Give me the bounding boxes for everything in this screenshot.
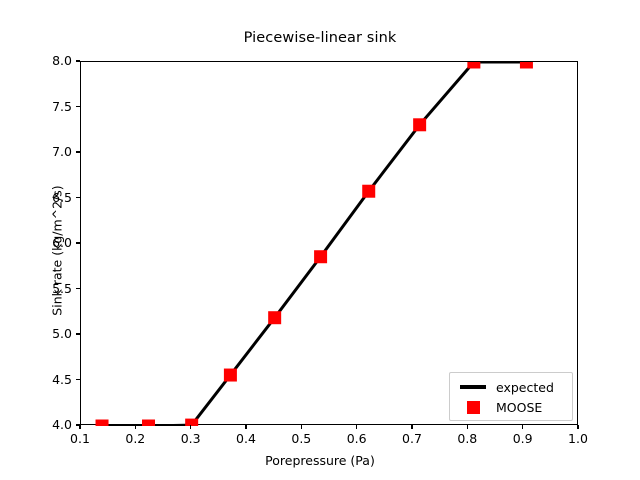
x-tick-9 [577, 425, 579, 429]
y-axis-label: Sink rate (kg/m^2/s) [49, 185, 65, 316]
x-tick-label-0: 0.1 [70, 431, 90, 446]
data-point-marker [467, 62, 481, 69]
x-tick-2 [190, 425, 192, 429]
plot-area [80, 61, 578, 426]
y-tick-7 [76, 105, 80, 108]
data-point-marker [268, 311, 282, 325]
expected-polyline [102, 62, 527, 426]
x-tick-5 [356, 425, 358, 429]
series-expected-line [102, 62, 527, 426]
y-tick-4 [76, 242, 80, 244]
y-tick-label-4: 6.0 [52, 235, 72, 250]
y-tick-label-3: 5.5 [52, 280, 72, 296]
x-tick-0 [79, 425, 81, 429]
legend-label-expected: expected [496, 379, 554, 395]
y-tick-label-6: 7.0 [52, 144, 72, 159]
x-tick-label-5: 0.6 [346, 431, 367, 446]
y-tick-label-1: 4.5 [52, 371, 72, 387]
y-tick-1 [76, 378, 80, 381]
y-tick-0 [76, 424, 80, 426]
x-tick-4 [300, 425, 302, 429]
y-tick-label-0: 4.0 [52, 417, 72, 432]
line-swatch [456, 385, 490, 389]
legend-item-expected: expected [456, 377, 566, 397]
y-tick-label-5: 6.5 [52, 189, 72, 205]
y-tick-label-7: 7.5 [52, 98, 72, 114]
data-point-marker [223, 368, 237, 382]
x-tick-label-2: 0.3 [180, 431, 201, 446]
x-tick-label-8: 0.9 [512, 431, 533, 446]
y-tick-5 [76, 196, 80, 199]
page-title: Piecewise-linear sink [243, 30, 397, 46]
x-tick-label-7: 0.8 [457, 431, 478, 446]
x-tick-1 [134, 425, 136, 429]
x-tick-7 [466, 425, 468, 429]
y-tick-label-8: 8.0 [52, 53, 72, 68]
data-point-marker [362, 184, 376, 198]
x-tick-label-1: 0.2 [125, 431, 146, 446]
legend-item-moose: MOOSE [456, 397, 566, 417]
x-tick-3 [245, 425, 247, 429]
x-tick-label-6: 0.7 [402, 431, 422, 446]
y-tick-8 [76, 60, 80, 62]
x-tick-6 [411, 425, 413, 429]
series-moose-markers [95, 62, 533, 426]
x-tick-8 [522, 425, 524, 429]
data-point-marker [519, 62, 533, 69]
data-point-marker [142, 419, 156, 426]
y-tick-label-2: 5.0 [52, 326, 72, 341]
x-axis-label: Porepressure (Pa) [265, 453, 375, 468]
chart-legend: expected MOOSE [449, 372, 573, 421]
y-tick-2 [76, 333, 80, 335]
square-swatch [456, 400, 490, 414]
x-tick-label-3: 0.4 [236, 431, 256, 446]
legend-label-moose: MOOSE [496, 399, 543, 415]
plot-canvas [95, 62, 533, 426]
data-point-marker [314, 250, 328, 264]
x-tick-label-4: 0.5 [291, 431, 312, 446]
y-tick-3 [76, 287, 80, 290]
data-point-marker [185, 418, 199, 426]
y-tick-6 [76, 151, 80, 153]
x-tick-label-9: 1.0 [568, 431, 588, 446]
data-point-marker [413, 118, 427, 132]
data-point-marker [95, 419, 109, 426]
